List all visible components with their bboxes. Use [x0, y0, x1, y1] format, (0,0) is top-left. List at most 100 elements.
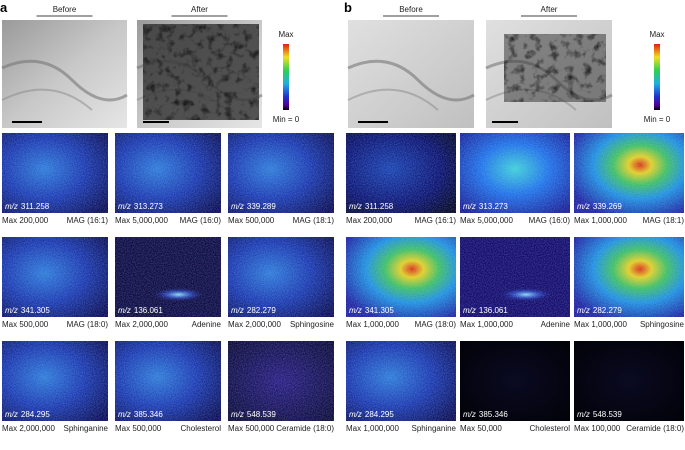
ms-noise — [574, 133, 684, 213]
panel-letter: a — [0, 0, 8, 15]
ms-noise — [2, 133, 108, 213]
mz-label: m/z 339.269 — [577, 202, 622, 211]
ms-image: m/z 284.295 Max 1,000,000 Sphinganine — [346, 341, 457, 433]
ms-image-bg — [574, 341, 684, 421]
mz-label: m/z 282.279 — [231, 306, 276, 315]
ms-image: m/z 339.269 Max 1,000,000 MAG (18:1) — [574, 133, 684, 225]
mz-value: 313.273 — [479, 202, 508, 211]
tissue-contour — [347, 88, 439, 111]
mz-value: 282.279 — [593, 306, 622, 315]
ms-image: m/z 311.258 Max 200,000 MAG (16:1) — [2, 133, 108, 225]
ms-noise — [346, 237, 456, 317]
mz-label: m/z 313.273 — [118, 202, 163, 211]
ms-image-bg — [460, 341, 570, 421]
mz-prefix: m/z — [463, 202, 476, 211]
compound-name: Cholesterol — [181, 424, 222, 433]
mz-value: 548.539 — [247, 410, 276, 419]
mz-value: 313.273 — [134, 202, 163, 211]
ms-image: m/z 385.346 Max 50,000 Cholesterol — [460, 341, 570, 433]
mz-prefix: m/z — [577, 202, 590, 211]
mz-prefix: m/z — [5, 306, 18, 315]
ms-noise — [346, 341, 456, 421]
mz-label: m/z 313.273 — [463, 202, 508, 211]
ms-image: m/z 282.279 Max 1,000,000 Sphingosine — [574, 237, 685, 329]
max-intensity: Max 1,000,000 — [346, 424, 399, 433]
ms-noise — [346, 133, 456, 213]
ms-image: m/z 136.061 Max 1,000,000 Adenine — [460, 237, 571, 329]
mz-label: m/z 548.539 — [231, 410, 276, 419]
mz-label: m/z 341.305 — [349, 306, 394, 315]
compound-name: Sphingosine — [640, 320, 685, 329]
tissue-contour — [1, 59, 128, 102]
mz-prefix: m/z — [463, 410, 476, 419]
mz-prefix: m/z — [118, 410, 131, 419]
mz-prefix: m/z — [231, 306, 244, 315]
ms-noise — [2, 341, 108, 421]
mz-label: m/z 284.295 — [349, 410, 394, 419]
ms-image: m/z 136.061 Max 2,000,000 Adenine — [115, 237, 222, 329]
mz-value: 311.258 — [365, 202, 394, 211]
compound-name: Sphinganine — [412, 424, 457, 433]
mz-prefix: m/z — [118, 306, 131, 315]
mz-label: m/z 385.346 — [463, 410, 508, 419]
max-intensity: Max 200,000 — [346, 216, 393, 225]
mz-value: 385.346 — [134, 410, 163, 419]
compound-name: MAG (18:1) — [293, 216, 335, 225]
compound-name: MAG (16:0) — [180, 216, 222, 225]
colorbar-max: Max — [278, 30, 293, 39]
after-label: After — [541, 5, 558, 14]
mz-label: m/z 311.258 — [5, 202, 50, 211]
tissue-contour — [347, 59, 475, 102]
colorbar-min: Min = 0 — [644, 115, 671, 124]
mz-value: 385.346 — [479, 410, 508, 419]
mz-value: 136.061 — [134, 306, 163, 315]
mz-value: 341.305 — [21, 306, 50, 315]
ms-noise — [2, 237, 108, 317]
compound-name: MAG (18:0) — [67, 320, 109, 329]
max-intensity: Max 200,000 — [2, 216, 49, 225]
max-intensity: Max 500,000 — [2, 320, 49, 329]
panel-letter: b — [344, 0, 352, 15]
mz-value: 341.305 — [365, 306, 394, 315]
mz-prefix: m/z — [231, 202, 244, 211]
mz-prefix: m/z — [5, 202, 18, 211]
mz-prefix: m/z — [463, 306, 476, 315]
compound-name: Adenine — [192, 320, 222, 329]
max-intensity: Max 2,000,000 — [228, 320, 281, 329]
max-intensity: Max 500,000 — [228, 216, 275, 225]
ms-image: m/z 311.258 Max 200,000 MAG (16:1) — [346, 133, 456, 225]
ms-noise — [115, 341, 221, 421]
mz-value: 282.279 — [247, 306, 276, 315]
mz-prefix: m/z — [118, 202, 131, 211]
mz-value: 339.289 — [247, 202, 276, 211]
ms-image: m/z 313.273 Max 5,000,000 MAG (16:0) — [460, 133, 570, 225]
ms-noise — [115, 237, 221, 317]
compound-name: Cholesterol — [530, 424, 571, 433]
mz-prefix: m/z — [577, 410, 590, 419]
ablated-texture — [504, 34, 606, 102]
ablated-texture — [143, 24, 259, 120]
mz-label: m/z 282.279 — [577, 306, 622, 315]
mz-label: m/z 548.539 — [577, 410, 622, 419]
mz-label: m/z 385.346 — [118, 410, 163, 419]
max-intensity: Max 50,000 — [460, 424, 502, 433]
ms-image: m/z 385.346 Max 500,000 Cholesterol — [115, 341, 221, 433]
max-intensity: Max 1,000,000 — [574, 216, 627, 225]
max-intensity: Max 1,000,000 — [460, 320, 513, 329]
ms-image: m/z 339.289 Max 500,000 MAG (18:1) — [228, 133, 334, 225]
mz-prefix: m/z — [231, 410, 244, 419]
max-intensity: Max 5,000,000 — [460, 216, 513, 225]
max-intensity: Max 500,000 — [115, 424, 162, 433]
mz-prefix: m/z — [349, 410, 362, 419]
max-intensity: Max 2,000,000 — [115, 320, 168, 329]
max-intensity: Max 5,000,000 — [115, 216, 168, 225]
max-intensity: Max 500,000 — [228, 424, 275, 433]
mz-prefix: m/z — [349, 306, 362, 315]
compound-name: Ceramide (18:0) — [626, 424, 684, 433]
compound-name: MAG (18:1) — [643, 216, 685, 225]
mz-label: m/z 339.289 — [231, 202, 276, 211]
ms-image: m/z 548.539 Max 500,000 Ceramide (18:0) — [228, 341, 334, 433]
